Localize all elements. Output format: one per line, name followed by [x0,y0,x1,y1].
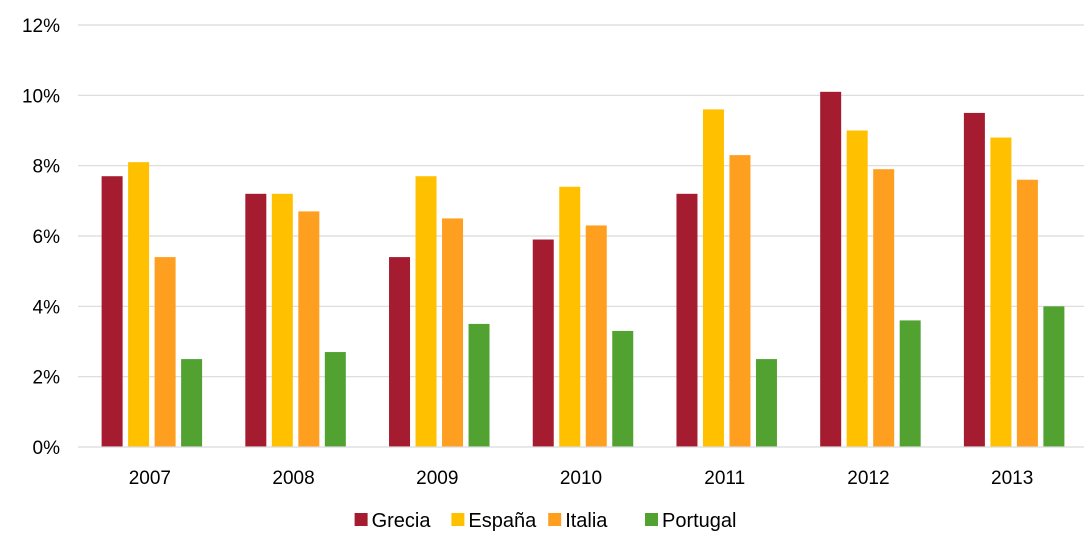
bar [846,130,868,447]
bar [532,239,554,447]
y-tick-label: 8% [33,157,61,178]
bar [612,330,634,447]
bar [245,193,267,447]
bar [755,359,777,447]
bar [324,352,346,447]
bar [154,257,176,447]
bar [389,257,411,447]
x-tick-label: 2012 [847,468,889,489]
legend-label: Italia [565,510,608,532]
bar [415,176,437,447]
bar [676,193,698,447]
legend-swatch [645,513,658,526]
bar [468,323,490,447]
y-tick-label: 2% [33,368,61,389]
x-tick-label: 2008 [272,468,314,489]
legend-label: España [468,510,537,532]
x-tick-label: 2011 [704,468,745,489]
bar [559,186,581,447]
bar [963,112,985,448]
legend-swatch [451,513,465,526]
legend-swatch [548,513,562,526]
bar [990,137,1012,448]
legend-label: Portugal [662,510,737,532]
bar [820,91,842,448]
y-tick-label: 6% [33,227,61,248]
y-tick-label: 10% [22,86,60,107]
x-tick-label: 2010 [560,468,602,489]
y-tick-label: 4% [33,297,61,318]
bar [1043,306,1065,447]
bar [101,176,123,447]
bar [181,359,203,447]
bar [442,218,464,447]
y-tick-label: 12% [22,16,60,37]
x-tick-label: 2007 [129,468,171,489]
bar [585,225,607,447]
x-tick-label: 2013 [991,468,1033,489]
bar [873,169,895,447]
bar [128,162,150,447]
legend-label: Grecia [372,510,432,532]
legend: Grecia España Italia Portugal [354,510,737,532]
bar [729,155,751,447]
y-tick-label: 0% [33,438,61,459]
bar [1016,179,1038,447]
bar [298,211,320,447]
x-tick-label: 2009 [416,468,458,489]
bar [702,109,724,448]
legend-swatch [354,513,368,526]
bar [271,193,293,447]
bar [899,320,921,447]
